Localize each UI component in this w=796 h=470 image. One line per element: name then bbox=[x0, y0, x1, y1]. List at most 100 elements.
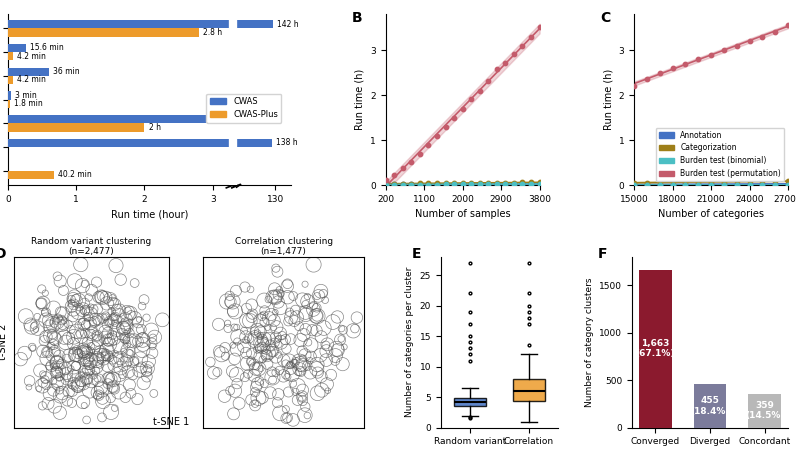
Point bbox=[482, 77, 494, 85]
Point bbox=[260, 352, 273, 360]
Point bbox=[76, 318, 88, 325]
Point bbox=[335, 335, 348, 343]
Point bbox=[38, 337, 51, 345]
Point bbox=[41, 355, 53, 362]
Point bbox=[68, 333, 80, 340]
Point bbox=[96, 292, 109, 300]
Point bbox=[290, 358, 302, 365]
Point bbox=[320, 347, 333, 355]
Point bbox=[769, 180, 782, 188]
Point bbox=[248, 334, 261, 342]
Point bbox=[283, 308, 296, 316]
Point bbox=[756, 33, 769, 40]
Point bbox=[88, 338, 101, 346]
Point bbox=[141, 373, 154, 381]
Point bbox=[292, 368, 305, 376]
Point bbox=[77, 347, 90, 354]
Point bbox=[119, 336, 132, 343]
Point bbox=[276, 332, 289, 339]
Point bbox=[80, 375, 93, 383]
Point bbox=[295, 393, 308, 401]
Point bbox=[50, 362, 63, 370]
Point bbox=[277, 357, 290, 364]
Point bbox=[123, 337, 136, 345]
Point bbox=[756, 178, 769, 185]
Point bbox=[122, 347, 135, 354]
Point bbox=[145, 327, 158, 334]
Point bbox=[36, 382, 49, 390]
Point bbox=[108, 385, 121, 393]
Text: D: D bbox=[0, 247, 6, 260]
Point bbox=[84, 353, 97, 361]
Point bbox=[413, 180, 426, 188]
Point bbox=[79, 329, 92, 337]
Point bbox=[76, 282, 89, 290]
Bar bbox=[8, 44, 25, 52]
Point bbox=[68, 373, 80, 380]
Point bbox=[275, 338, 287, 346]
Point bbox=[516, 180, 529, 188]
Point bbox=[250, 363, 263, 370]
Point bbox=[25, 323, 38, 331]
Point bbox=[679, 180, 692, 188]
Point bbox=[299, 300, 312, 308]
Point bbox=[266, 347, 279, 354]
Y-axis label: Run time (h): Run time (h) bbox=[355, 69, 365, 130]
Point bbox=[242, 370, 255, 377]
Point bbox=[31, 324, 44, 332]
Point bbox=[33, 385, 45, 392]
Point bbox=[23, 377, 36, 385]
Point bbox=[127, 337, 140, 345]
Text: E: E bbox=[412, 247, 421, 260]
Point bbox=[79, 306, 92, 314]
Point bbox=[692, 55, 704, 63]
Point bbox=[50, 358, 63, 366]
Point bbox=[439, 124, 452, 131]
Point bbox=[263, 335, 275, 342]
Point bbox=[45, 362, 58, 370]
Point bbox=[782, 177, 794, 185]
Text: C: C bbox=[600, 11, 611, 25]
Point bbox=[274, 304, 287, 312]
Point bbox=[282, 388, 295, 396]
Point bbox=[107, 313, 120, 321]
Point bbox=[314, 288, 327, 295]
Point bbox=[224, 292, 236, 299]
Point bbox=[19, 313, 32, 320]
Point bbox=[239, 283, 252, 291]
Point bbox=[239, 374, 252, 381]
Point bbox=[482, 180, 494, 188]
Point bbox=[465, 180, 478, 187]
Point bbox=[58, 334, 71, 341]
Point bbox=[96, 398, 109, 405]
Point bbox=[281, 293, 294, 301]
Point bbox=[281, 282, 294, 290]
Point bbox=[136, 346, 149, 354]
Point bbox=[334, 336, 346, 344]
Point bbox=[60, 339, 72, 346]
X-axis label: Run time (hour): Run time (hour) bbox=[111, 209, 188, 219]
Point bbox=[54, 277, 67, 285]
Point bbox=[75, 333, 88, 340]
Point bbox=[311, 390, 324, 397]
Point bbox=[456, 180, 469, 188]
Point bbox=[319, 341, 332, 349]
Point bbox=[628, 181, 641, 188]
Point bbox=[53, 373, 66, 380]
Point bbox=[284, 365, 297, 372]
Point bbox=[99, 334, 111, 341]
Point bbox=[81, 339, 94, 346]
Point bbox=[107, 299, 119, 306]
Point bbox=[44, 332, 57, 339]
Bar bbox=[693, 384, 726, 428]
Point bbox=[100, 352, 113, 359]
Point bbox=[256, 342, 269, 350]
Point bbox=[105, 307, 118, 315]
Point bbox=[75, 377, 88, 385]
Point bbox=[731, 42, 743, 49]
Point bbox=[66, 387, 79, 395]
Point bbox=[525, 180, 537, 188]
Point bbox=[103, 318, 115, 325]
Point bbox=[272, 391, 285, 398]
Point bbox=[474, 88, 486, 95]
